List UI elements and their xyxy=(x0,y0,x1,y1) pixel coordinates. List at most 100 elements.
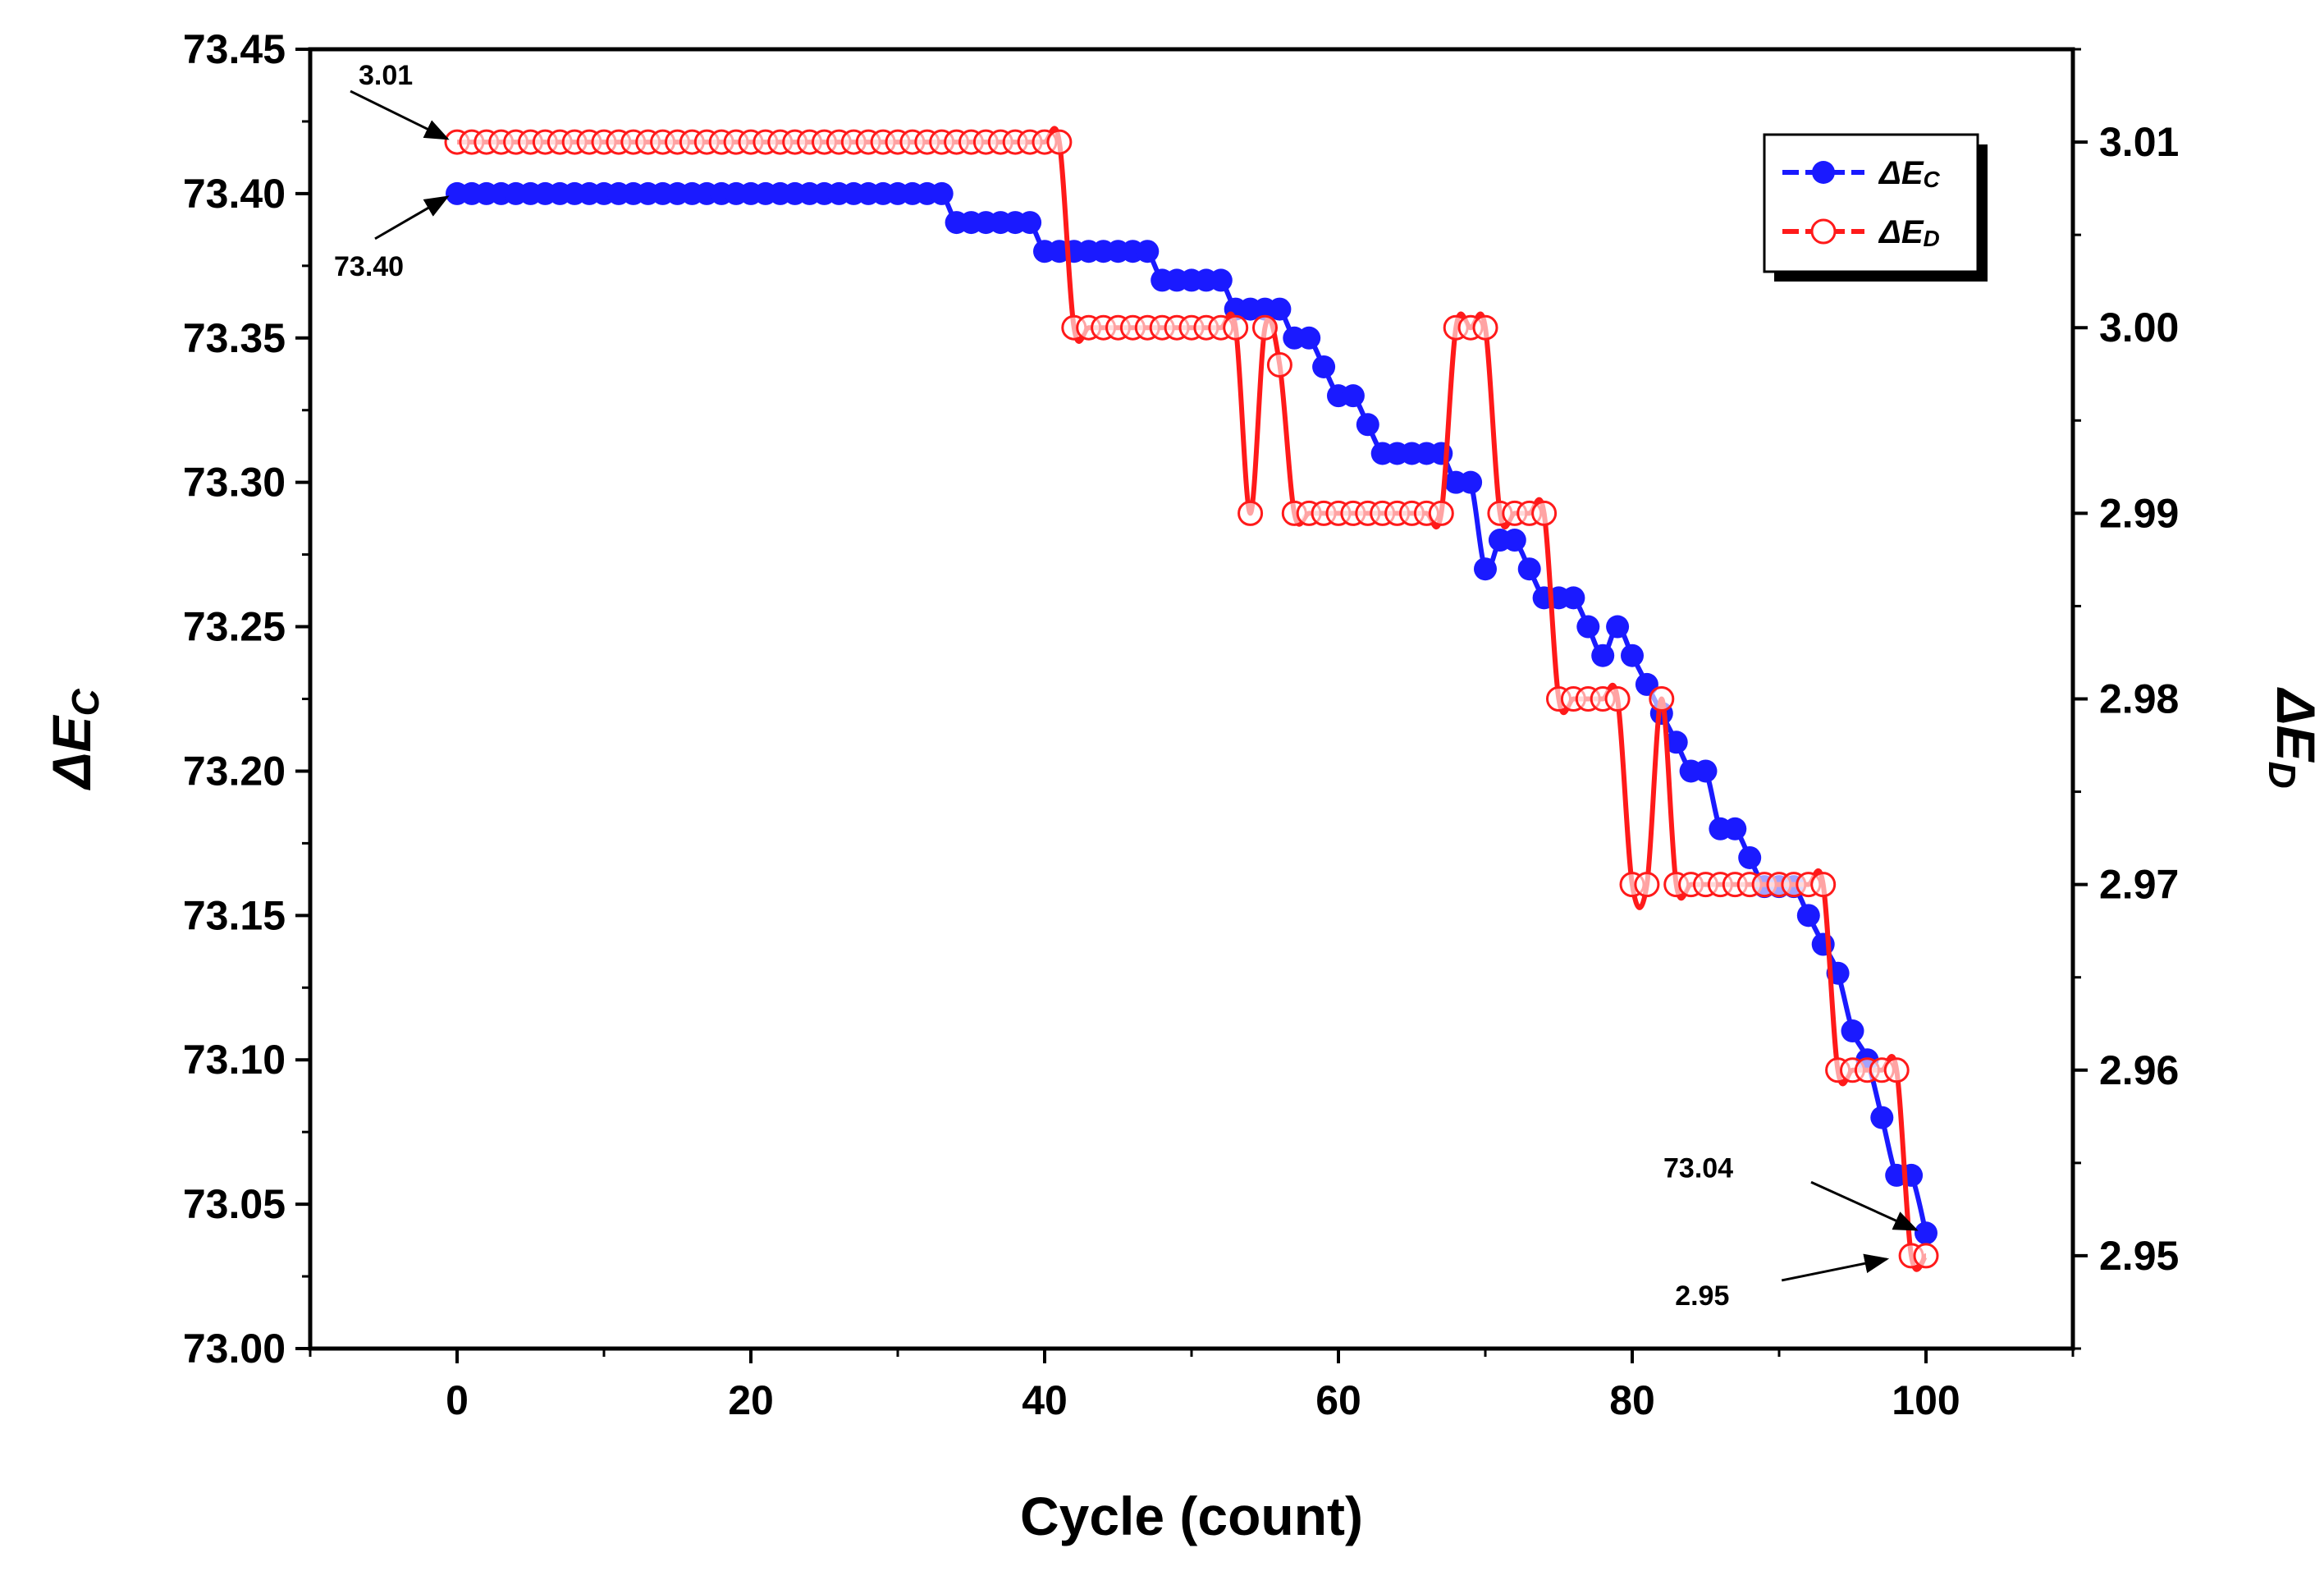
annotation-label: 2.95 xyxy=(1675,1280,1729,1312)
data-point-dec xyxy=(1503,529,1526,552)
data-point-dec xyxy=(930,181,954,205)
data-point-dec xyxy=(1915,1221,1937,1245)
legend: ΔEC ΔED xyxy=(1763,133,1988,282)
data-point-dec xyxy=(1606,615,1630,639)
data-point-dec xyxy=(1209,268,1233,292)
legend-marker-ded xyxy=(1810,218,1837,245)
x-tick-label: 40 xyxy=(1022,1377,1068,1423)
data-point-ded xyxy=(1472,314,1498,341)
legend-entry-dec: ΔEC xyxy=(1782,155,1941,192)
data-point-dec xyxy=(1312,355,1336,378)
y-tick-label: 73.10 xyxy=(183,1037,286,1083)
legend-sub-dec: C xyxy=(1924,167,1941,192)
legend-sub-ded: D xyxy=(1924,226,1940,251)
data-point-ded xyxy=(1531,500,1558,526)
tick-labels: 0 20 40 60 80 100 73.00 73.05 73.10 73.15 73.20 73.… xyxy=(183,26,2179,1423)
y-axis-title-left: ΔEC xyxy=(41,688,107,790)
data-point-dec xyxy=(1664,731,1688,754)
y-tick-label: 73.20 xyxy=(183,748,286,794)
y-axis-title-right: ΔED xyxy=(2261,686,2324,789)
data-point-ded xyxy=(1266,351,1292,378)
data-point-dec xyxy=(1576,615,1600,639)
data-point-dec xyxy=(1841,1019,1864,1043)
data-point-dec xyxy=(1297,326,1321,350)
x-axis-title: Cycle (count) xyxy=(1020,1486,1363,1546)
series-layer xyxy=(444,126,1939,1272)
data-point-dec xyxy=(1870,1106,1894,1129)
x-tick-label: 80 xyxy=(1609,1377,1655,1423)
x-tick-label: 60 xyxy=(1315,1377,1361,1423)
data-point-dec xyxy=(1621,644,1644,667)
data-point-dec xyxy=(1341,384,1365,408)
y-tick-label: 73.30 xyxy=(183,460,286,506)
data-point-ded xyxy=(1604,686,1631,712)
annotation-arrow xyxy=(1781,1253,1890,1282)
x-tick-label: 20 xyxy=(728,1377,774,1423)
annotation-label: 73.04 xyxy=(1663,1152,1733,1184)
data-point-ded xyxy=(1237,500,1264,526)
data-point-dec xyxy=(1018,211,1042,235)
y-tick-label: 73.05 xyxy=(183,1181,286,1227)
data-point-ded xyxy=(1634,872,1660,898)
data-point-dec xyxy=(1738,845,1762,869)
legend-label-dec: ΔE xyxy=(1878,155,1924,191)
x-tick-label: 0 xyxy=(446,1377,469,1423)
data-point-ded xyxy=(1428,500,1454,526)
y2-tick-label: 2.95 xyxy=(2099,1233,2179,1279)
annotations: 3.01 73.40 73.04 2.95 xyxy=(334,60,1919,1312)
y-tick-label: 73.25 xyxy=(183,604,286,650)
annotation-arrow xyxy=(1810,1180,1919,1231)
data-point-ded xyxy=(1913,1243,1939,1269)
data-point-ded xyxy=(1810,872,1837,898)
svg-text:ΔED: ΔED xyxy=(2261,686,2324,789)
y-tick-label: 73.35 xyxy=(183,315,286,361)
data-point-ded xyxy=(1223,314,1249,341)
y2-axis-title-sub: D xyxy=(2261,762,2303,789)
legend-label-ded: ΔE xyxy=(1878,214,1924,250)
y2-tick-label: 2.96 xyxy=(2099,1047,2179,1093)
svg-text:ΔEC: ΔEC xyxy=(41,688,107,790)
svg-text:ΔED: ΔED xyxy=(1878,214,1940,251)
series-dec xyxy=(446,181,1937,1245)
legend-marker-dec xyxy=(1812,161,1835,184)
legend-entry-ded: ΔED xyxy=(1782,214,1940,251)
data-point-ded xyxy=(1649,686,1675,712)
data-point-dec xyxy=(1268,297,1292,321)
svg-text:ΔEC: ΔEC xyxy=(1878,155,1941,192)
y-tick-label: 73.00 xyxy=(183,1326,286,1372)
data-point-ded xyxy=(1883,1057,1910,1083)
y-axis-title-sub: C xyxy=(64,688,107,716)
y2-tick-label: 3.01 xyxy=(2099,119,2179,165)
data-point-ded xyxy=(1252,314,1278,341)
y2-tick-label: 3.00 xyxy=(2099,305,2179,350)
data-point-dec xyxy=(1459,470,1483,494)
y2-tick-label: 2.97 xyxy=(2099,862,2179,908)
x-tick-label: 100 xyxy=(1892,1377,1960,1423)
data-point-dec xyxy=(1356,413,1379,437)
y2-tick-label: 2.98 xyxy=(2099,676,2179,722)
data-point-dec xyxy=(1562,586,1585,610)
series-dec-line xyxy=(457,189,1928,1234)
data-point-dec xyxy=(1694,759,1718,783)
y2-axis-title-main: ΔE xyxy=(2266,686,2324,763)
data-point-ded xyxy=(1046,129,1073,155)
legend-box xyxy=(1763,133,1979,273)
axis-ticks xyxy=(295,48,2088,1363)
series-ded xyxy=(444,126,1939,1272)
series-ded-line xyxy=(456,126,1928,1272)
y-tick-label: 73.45 xyxy=(183,26,286,72)
data-point-dec xyxy=(1591,644,1615,667)
data-point-dec xyxy=(1517,557,1541,581)
y2-tick-label: 2.99 xyxy=(2099,490,2179,536)
y-tick-label: 73.40 xyxy=(183,171,286,217)
annotation-arrow xyxy=(374,195,450,240)
annotation-label: 3.01 xyxy=(359,60,413,91)
annotation-label: 73.40 xyxy=(334,251,404,282)
annotation-arrow xyxy=(350,89,450,140)
data-point-dec xyxy=(1796,904,1820,927)
data-point-dec xyxy=(1723,817,1747,840)
y-tick-label: 73.15 xyxy=(183,892,286,938)
data-point-dec xyxy=(1474,557,1497,581)
y-axis-title-main: ΔE xyxy=(41,714,102,790)
